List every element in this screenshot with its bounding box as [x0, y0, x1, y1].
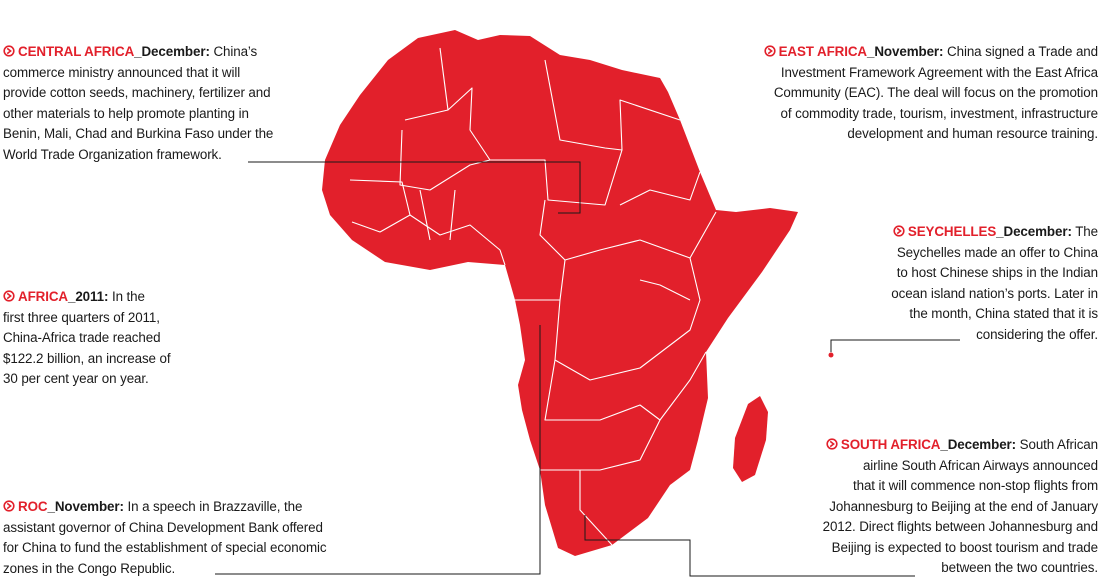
- note-line: China’s: [213, 44, 258, 59]
- note-line: first three quarters of 2011,: [3, 309, 160, 325]
- note-region: SOUTH AFRICA: [840, 437, 941, 452]
- note-line: considering the offer.: [976, 326, 1098, 342]
- circled-arrow-icon: [764, 45, 776, 57]
- note-date: _December:: [940, 437, 1017, 452]
- note-line: between the two countries.: [941, 560, 1098, 575]
- note-region: ROC: [18, 499, 48, 514]
- note-africa: AFRICA_2011: In the first three quarters…: [3, 287, 203, 390]
- note-line: China signed a Trade and: [947, 44, 1098, 59]
- note-south-africa: SOUTH AFRICA_December: South African air…: [778, 435, 1099, 579]
- note-line: the month, China stated that it is: [909, 306, 1098, 321]
- note-line: The: [1075, 224, 1098, 239]
- note-line: Johannesburg to Beijing at the end of Ja…: [829, 498, 1098, 514]
- note-line: development and human resource training.: [847, 126, 1098, 141]
- note-date: _November:: [867, 44, 944, 59]
- note-line: Investment Framework Agreement with the …: [780, 64, 1098, 80]
- note-line: assistant governor of China Development …: [3, 519, 323, 535]
- note-region: CENTRAL AFRICA: [18, 44, 135, 59]
- note-line: Benin, Mali, Chad and Burkina Faso under…: [3, 126, 274, 141]
- note-date: _December:: [134, 44, 210, 59]
- note-line: of commodity trade, tourism, investment,…: [780, 105, 1099, 121]
- note-line: for China to fund the establishment of s…: [3, 540, 327, 555]
- note-line: airline South African Airways announced: [862, 457, 1098, 473]
- note-line: ocean island nation’s ports. Later in: [891, 285, 1098, 301]
- note-line: In the: [111, 289, 145, 304]
- country-borders: [349, 47, 717, 546]
- note-region: EAST AFRICA: [778, 44, 868, 59]
- note-central-africa: CENTRAL AFRICA_December: China’s commerc…: [3, 42, 323, 165]
- note-line: commerce ministry announced that it will: [3, 64, 241, 80]
- note-line: Community (EAC). The deal will focus on …: [773, 85, 1098, 100]
- leader-south-africa: [584, 515, 915, 577]
- note-line: zones in the Congo Republic.: [3, 560, 176, 576]
- note-east-africa: EAST AFRICA_November: China signed a Tra…: [718, 42, 1098, 145]
- note-line: China-Africa trade reached: [3, 330, 161, 345]
- note-line: $122.2 billion, an increase of: [3, 350, 171, 366]
- note-line: 30 per cent year on year.: [3, 371, 149, 386]
- note-line: Beijing is expected to boost tourism and…: [831, 539, 1098, 555]
- note-line: In a speech in Brazzaville, the: [127, 499, 303, 514]
- note-region: AFRICA: [18, 289, 68, 304]
- leader-seychelles: [830, 339, 960, 352]
- madagascar: [733, 396, 768, 482]
- note-line: provide cotton seeds, machinery, fertili…: [3, 85, 271, 100]
- note-seychelles: SEYCHELLES_December: The Seychelles made…: [858, 222, 1098, 345]
- note-line: Seychelles made an offer to China: [896, 244, 1098, 260]
- leader-roc: [215, 325, 541, 575]
- leader-central-africa: [248, 161, 581, 214]
- note-line: other materials to help promote planting…: [3, 105, 249, 121]
- note-line: to host Chinese ships in the Indian: [896, 265, 1098, 280]
- circled-arrow-icon: [826, 438, 838, 450]
- note-date: _November:: [47, 499, 124, 514]
- note-line: South African: [1019, 437, 1098, 452]
- note-roc: ROC_November: In a speech in Brazzaville…: [3, 497, 383, 579]
- circled-arrow-icon: [3, 290, 15, 302]
- note-date: _2011:: [67, 289, 109, 304]
- note-line: that it will commence non-stop flights f…: [852, 478, 1098, 493]
- note-region: SEYCHELLES: [907, 224, 997, 239]
- note-line: World Trade Organization framework.: [3, 146, 222, 162]
- circled-arrow-icon: [893, 225, 905, 237]
- leader-lines: [215, 161, 960, 577]
- note-date: _December:: [996, 224, 1072, 239]
- circled-arrow-icon: [3, 500, 15, 512]
- note-line: 2012. Direct flights between Johannesbur…: [822, 519, 1099, 534]
- seychelles-marker: [828, 352, 834, 358]
- circled-arrow-icon: [3, 45, 15, 57]
